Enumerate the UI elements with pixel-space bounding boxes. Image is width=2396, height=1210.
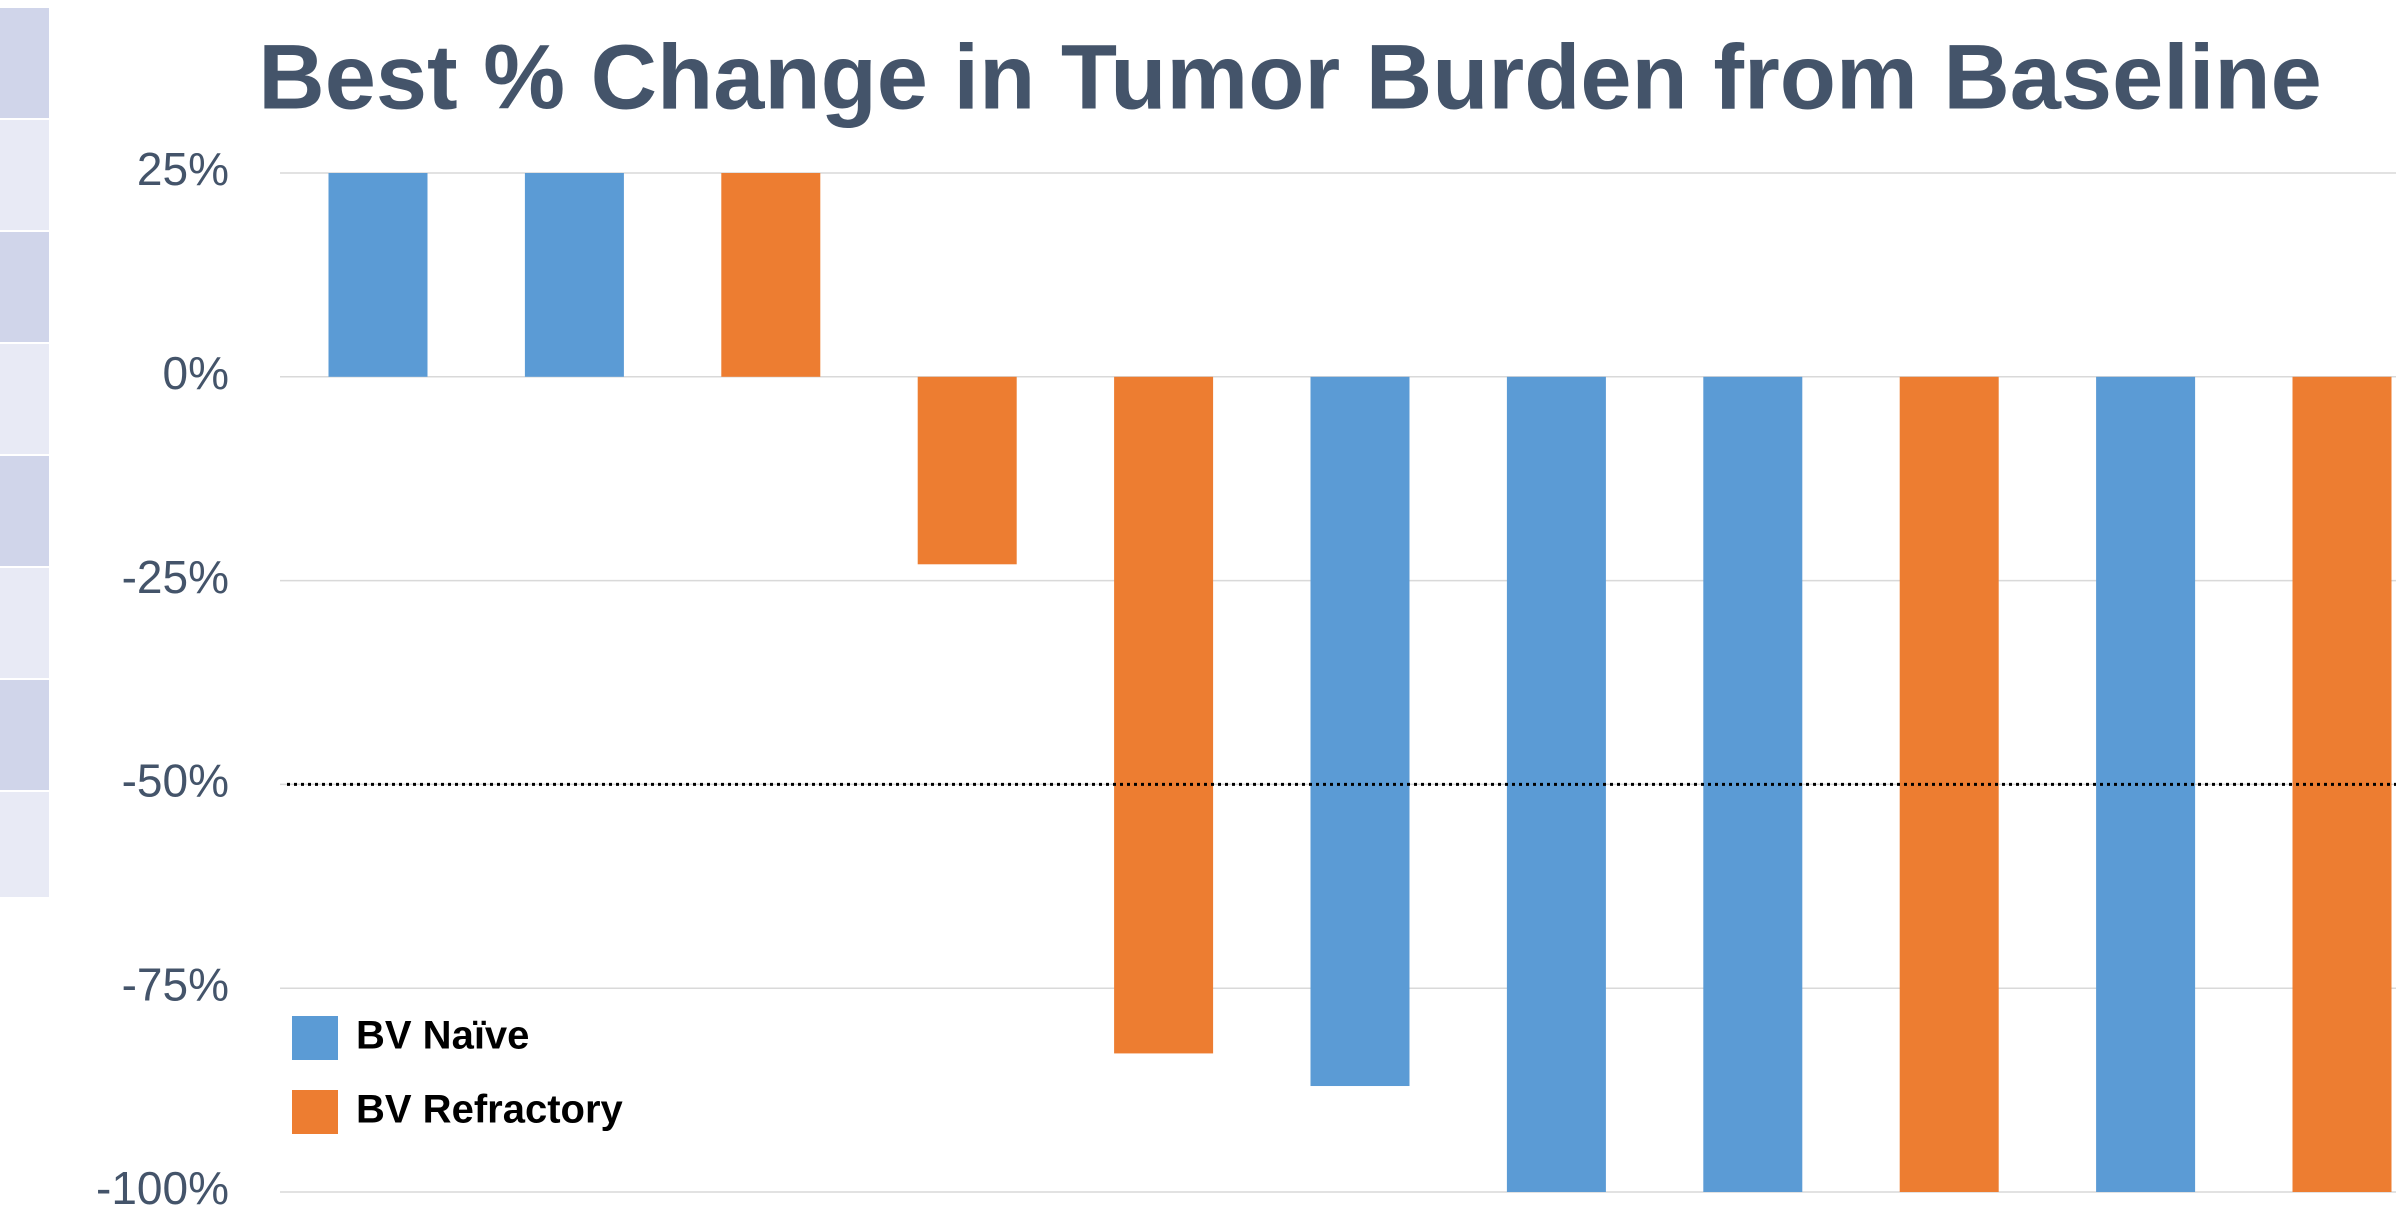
legend-swatch [292,1090,338,1134]
bar [2096,376,2196,1192]
y-tick-label: -100% [96,1162,229,1210]
bar [1114,376,1214,1054]
y-tick-label: 25% [137,143,229,195]
y-tick-label: -75% [122,958,229,1010]
bar [1310,376,1410,1087]
y-tick-label: -25% [122,551,229,603]
bar [917,376,1017,565]
legend-label: BV Naïve [356,1014,529,1058]
y-tick-label: -50% [122,755,229,807]
legend-label: BV Refractory [356,1088,624,1132]
side-strip [0,8,49,897]
y-tick-label: 0% [163,347,229,399]
bar [328,173,428,377]
bar [524,173,624,377]
legend-swatch [292,1016,338,1060]
chart-title: Best % Change in Tumor Burden from Basel… [258,26,2322,128]
bar [721,173,821,377]
bar [2292,376,2392,1192]
